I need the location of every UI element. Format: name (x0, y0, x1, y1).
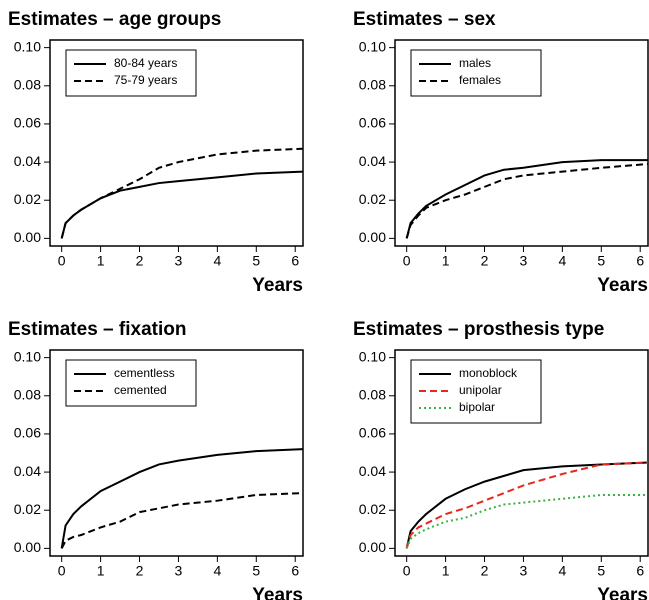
series-line (60, 492, 304, 549)
legend-label: 75-79 years (114, 73, 177, 87)
chart-title: Estimates – age groups (8, 9, 221, 30)
y-tick-label: 0.10 (14, 348, 41, 364)
y-tick-label: 0.08 (359, 76, 386, 92)
y-tick-label: 0.10 (14, 38, 41, 54)
x-tick-label: 0 (403, 253, 411, 269)
legend-box (410, 49, 542, 97)
y-tick-label: 0.08 (359, 386, 386, 402)
x-tick-label: 6 (636, 563, 644, 579)
series-line (60, 170, 304, 239)
x-tick-label: 0 (403, 563, 411, 579)
chart-title: Estimates – prosthesis type (353, 319, 604, 340)
x-tick-label: 4 (558, 563, 566, 579)
x-tick-label: 3 (520, 253, 528, 269)
x-tick-label: 1 (442, 253, 450, 269)
x-tick-label: 2 (481, 563, 489, 579)
x-tick-label: 0 (58, 253, 66, 269)
legend-box (65, 359, 197, 407)
panel: Estimates – age groups 0.00 0.02 0.04 0.06 0.… (8, 9, 304, 296)
y-tick-label: 0.08 (14, 76, 41, 92)
legend-label: cementless (114, 366, 175, 380)
y-tick-label: 0.06 (14, 115, 41, 131)
y-tick-label: 0.04 (359, 153, 386, 169)
series-line (405, 461, 649, 549)
y-tick-label: 0.02 (14, 501, 41, 517)
legend-label: bipolar (459, 400, 495, 414)
x-tick-label: 2 (136, 253, 144, 269)
y-tick-label: 0.00 (359, 229, 386, 245)
chart-title: Estimates – fixation (8, 319, 186, 340)
legend-label: monoblock (459, 366, 518, 380)
x-axis-label: Years (252, 585, 303, 600)
y-tick-label: 0.02 (359, 501, 386, 517)
chart-title: Estimates – sex (353, 9, 496, 30)
x-tick-label: 1 (97, 253, 105, 269)
x-tick-label: 3 (520, 563, 528, 579)
y-tick-label: 0.06 (359, 115, 386, 131)
legend-label: males (459, 56, 491, 70)
plot-frame (394, 39, 649, 247)
y-tick-label: 0.02 (14, 191, 41, 207)
y-tick-label: 0.08 (14, 386, 41, 402)
y-tick-label: 0.06 (14, 425, 41, 441)
x-tick-label: 5 (597, 253, 605, 269)
series-line (405, 162, 649, 239)
x-tick-label: 4 (558, 253, 566, 269)
series-line (405, 461, 649, 549)
x-tick-label: 1 (97, 563, 105, 579)
y-tick-label: 0.00 (14, 539, 41, 555)
plot-frame (394, 349, 649, 557)
series-line (60, 147, 304, 239)
legend-label: cemented (114, 383, 167, 397)
legend-box (65, 49, 197, 97)
y-tick-label: 0.06 (359, 425, 386, 441)
x-tick-label: 3 (175, 563, 183, 579)
y-tick-label: 0.04 (14, 463, 41, 479)
x-tick-label: 5 (597, 563, 605, 579)
y-tick-label: 0.10 (359, 38, 386, 54)
panel: Estimates – prosthesis type 0.00 0.02 0.04 0… (353, 319, 649, 600)
x-tick-label: 6 (291, 563, 299, 579)
x-tick-label: 6 (291, 253, 299, 269)
y-tick-label: 0.10 (359, 348, 386, 364)
x-tick-label: 5 (252, 563, 260, 579)
y-tick-label: 0.04 (359, 463, 386, 479)
x-tick-label: 2 (481, 253, 489, 269)
legend-label: unipolar (459, 383, 502, 397)
x-axis-label: Years (252, 275, 303, 296)
plot-frame (49, 349, 304, 557)
plot-frame (49, 39, 304, 247)
panel: Estimates – sex 0.00 0.02 0.04 0.06 0.08 0.10 0… (353, 9, 649, 296)
panel: Estimates – fixation 0.00 0.02 0.04 0.06 0.08… (8, 319, 304, 600)
series-line (405, 159, 648, 239)
x-axis-label: Years (597, 585, 648, 600)
x-tick-label: 6 (636, 253, 644, 269)
x-tick-label: 0 (58, 563, 66, 579)
x-tick-label: 1 (442, 563, 450, 579)
x-tick-label: 5 (252, 253, 260, 269)
x-tick-label: 2 (136, 563, 144, 579)
y-tick-label: 0.04 (14, 153, 41, 169)
x-axis-label: Years (597, 275, 648, 296)
y-tick-label: 0.00 (14, 229, 41, 245)
x-tick-label: 4 (213, 563, 221, 579)
y-tick-label: 0.00 (359, 539, 386, 555)
x-tick-label: 3 (175, 253, 183, 269)
y-tick-label: 0.02 (359, 191, 386, 207)
x-tick-label: 4 (213, 253, 221, 269)
series-line (60, 448, 304, 549)
series-line (405, 493, 648, 549)
legend-label: 80-84 years (114, 56, 177, 70)
legend-label: females (459, 73, 501, 87)
